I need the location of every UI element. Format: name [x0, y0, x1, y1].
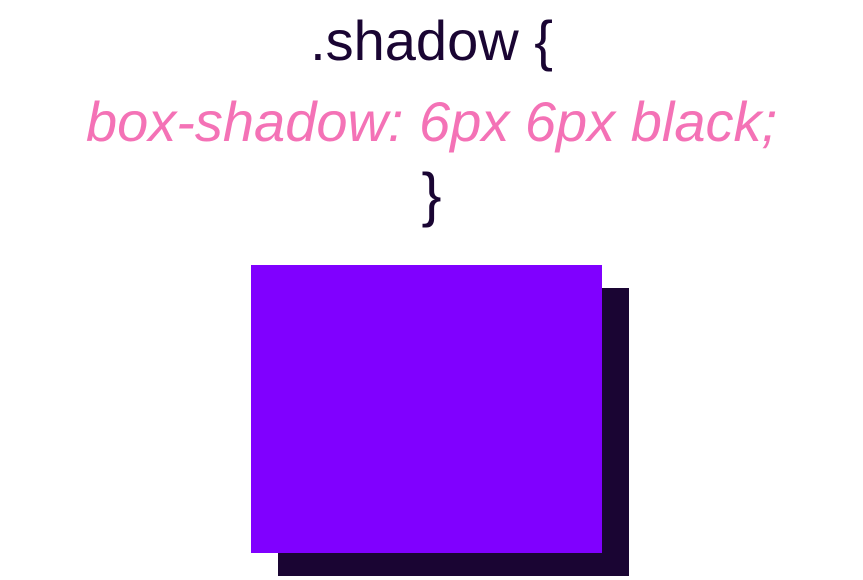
css-declaration-text: box-shadow: 6px 6px black;: [85, 90, 778, 153]
css-closing-brace: }: [421, 161, 442, 228]
demo-box: [251, 265, 602, 553]
css-selector-text: .shadow {: [310, 9, 553, 72]
